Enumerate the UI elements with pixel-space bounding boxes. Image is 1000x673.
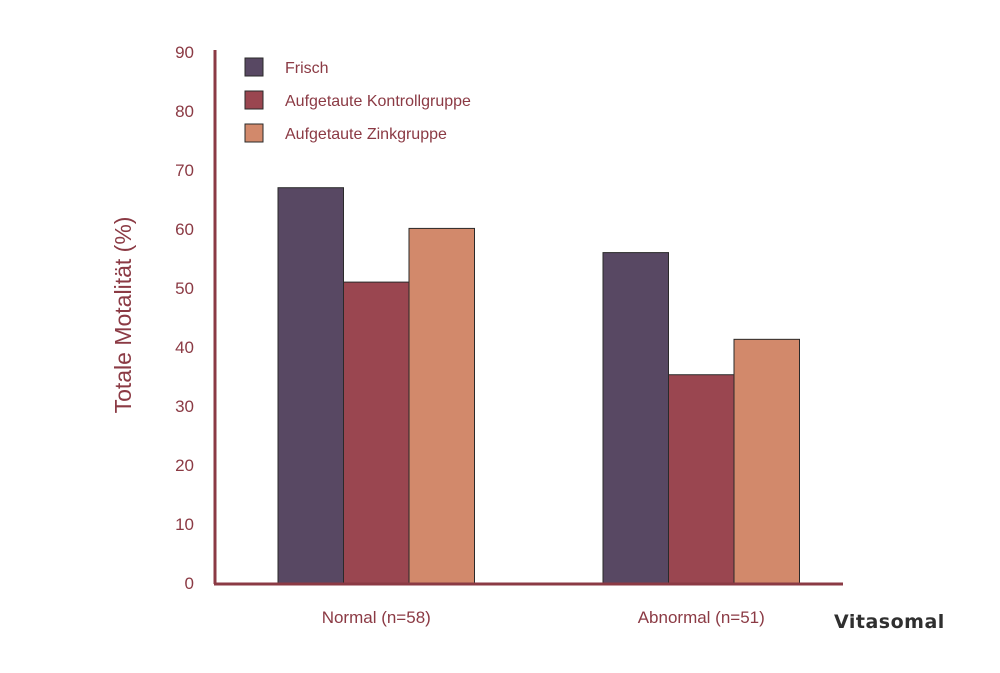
bar xyxy=(733,338,800,584)
bar xyxy=(343,281,410,584)
y-tick-label: 70 xyxy=(175,161,194,180)
bar xyxy=(668,374,735,584)
bars xyxy=(277,187,800,584)
category-label: Abnormal (n=51) xyxy=(638,608,765,627)
y-tick-label: 50 xyxy=(175,279,194,298)
legend-label: Aufgetaute Kontrollgruppe xyxy=(285,93,471,110)
y-tick-label: 0 xyxy=(185,574,194,593)
legend-label: Aufgetaute Zinkgruppe xyxy=(285,126,447,143)
legend: Frisch Aufgetaute Kontrollgruppe Aufgetaut… xyxy=(244,57,471,143)
y-axis-label: Totale Motalität (%) xyxy=(110,217,136,414)
y-axis-ticks: 0 10 20 30 40 50 60 70 80 90 xyxy=(175,43,194,593)
category-label: Normal (n=58) xyxy=(322,608,431,627)
legend-swatch xyxy=(244,90,264,110)
legend-swatch xyxy=(244,57,264,77)
bar xyxy=(602,252,669,584)
y-tick-label: 90 xyxy=(175,43,194,62)
y-tick-label: 10 xyxy=(175,515,194,534)
legend-swatch xyxy=(244,123,264,143)
y-tick-label: 20 xyxy=(175,456,194,475)
y-tick-label: 30 xyxy=(175,397,194,416)
y-tick-label: 80 xyxy=(175,102,194,121)
y-tick-label: 40 xyxy=(175,338,194,357)
category-labels: Normal (n=58) Abnormal (n=51) xyxy=(322,608,765,627)
y-tick-label: 60 xyxy=(175,220,194,239)
bar xyxy=(408,227,475,584)
vitasomal-logo: Vitasomal xyxy=(834,611,945,633)
bar xyxy=(277,187,344,584)
legend-label: Frisch xyxy=(285,60,329,77)
